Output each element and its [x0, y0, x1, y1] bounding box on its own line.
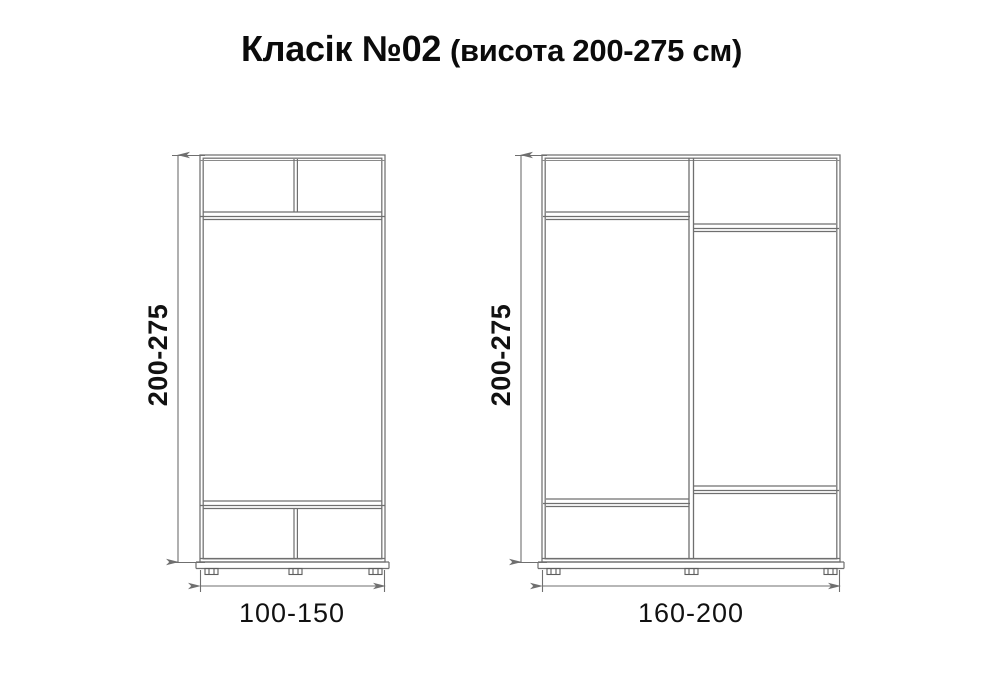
- dimension-height-left: [165, 151, 205, 566]
- cabinet-right-left-upper-shelf: [543, 211, 690, 221]
- dimension-width-left: [187, 570, 387, 592]
- page-title-model: Класік №02: [240, 28, 442, 69]
- cabinet-right-right-upper-shelf: [693, 223, 839, 233]
- dimension-height-right-label: 200-275: [486, 304, 516, 407]
- leg: [684, 567, 699, 576]
- cabinet-right: 200-275 160-200: [486, 151, 845, 628]
- cabinet-right-right-lower-shelf: [693, 485, 839, 495]
- dimension-width-right: [529, 570, 842, 592]
- cabinet-left-legs: [204, 567, 383, 576]
- cabinet-right-bottom-panel: [537, 557, 845, 570]
- leg: [823, 567, 838, 576]
- dimension-width-left-label: 100-150: [239, 598, 345, 628]
- cabinet-left: 200-275 100-150: [143, 151, 390, 628]
- dimension-width-right-label: 160-200: [638, 598, 744, 628]
- cabinet-right-center-divider: [688, 158, 695, 559]
- cabinet-left-bottom-panel: [195, 557, 390, 570]
- page-title-spec: (висота 200-275 см): [449, 33, 743, 68]
- leg: [546, 567, 561, 576]
- cabinet-left-lower-divider: [293, 509, 298, 558]
- leg: [204, 567, 219, 576]
- cabinet-left-upper-divider: [293, 159, 298, 212]
- dimension-height-right: [508, 151, 547, 566]
- dimension-height-left-label: 200-275: [143, 304, 173, 407]
- page-title: Класік №02 (висота 200-275 см): [0, 28, 983, 70]
- cabinet-right-legs: [546, 567, 838, 576]
- leg: [288, 567, 303, 576]
- cabinet-left-lower-shelf: [200, 500, 385, 510]
- cabinet-right-left-lower-shelf: [543, 498, 690, 508]
- leg: [368, 567, 383, 576]
- cabinet-left-upper-shelf: [200, 211, 385, 221]
